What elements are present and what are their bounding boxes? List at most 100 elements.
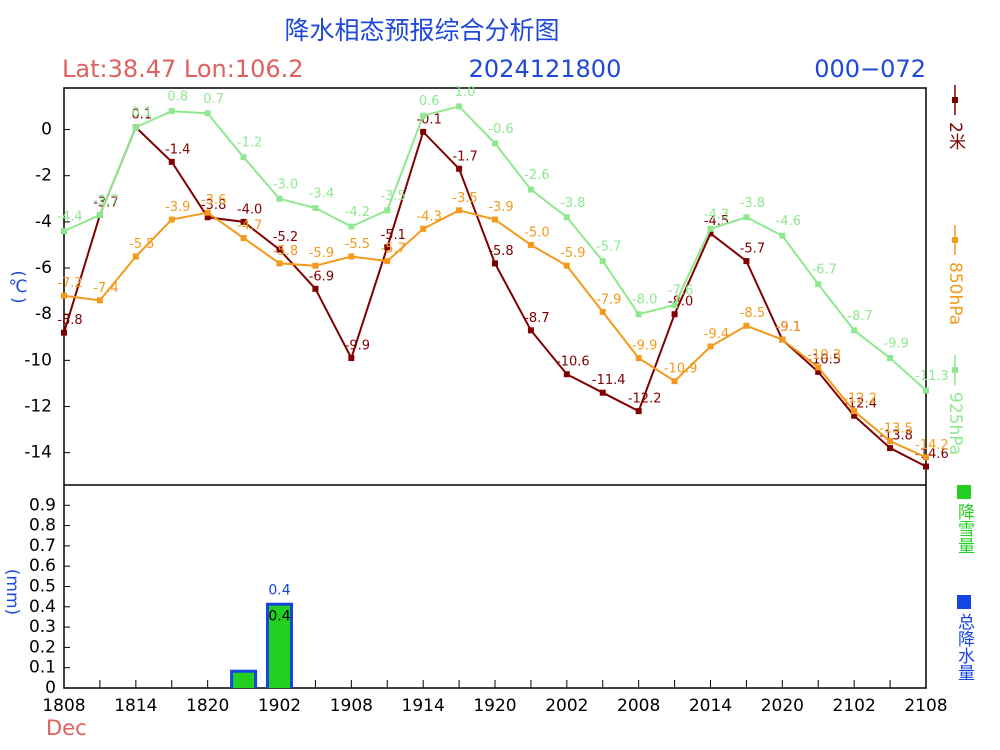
data-label: -5.2: [273, 230, 298, 245]
y-tick-label: 0.9: [29, 495, 56, 515]
data-label: -3.8: [201, 198, 226, 213]
data-label: -3.8: [560, 196, 585, 211]
point: [348, 223, 355, 230]
point: [635, 311, 642, 318]
x-tick-label: 1908: [330, 696, 373, 716]
legend-label: 降雪量: [954, 503, 975, 554]
point: [204, 214, 211, 221]
data-label: -8.7: [524, 311, 549, 326]
data-label: -9.9: [883, 337, 908, 352]
point: [815, 368, 822, 375]
data-label: -5.5: [345, 237, 370, 252]
data-label: -10.5: [807, 352, 841, 367]
point: [276, 195, 283, 202]
data-label: -4.2: [345, 205, 370, 220]
data-label: -6.7: [812, 263, 837, 278]
data-label: -5.9: [560, 246, 585, 261]
point: [168, 216, 175, 223]
data-label: -4.3: [416, 209, 441, 224]
point: [492, 140, 498, 147]
y-tick-label: 0.7: [29, 536, 56, 556]
series-line: [63, 125, 927, 468]
point: [923, 387, 929, 394]
point: [132, 253, 139, 260]
legend-marker: [952, 367, 958, 373]
point: [61, 329, 67, 336]
y-tick-label: 0.3: [29, 617, 56, 637]
bar: [269, 605, 290, 688]
point: [456, 207, 463, 214]
point: [743, 214, 750, 221]
point: [420, 225, 427, 232]
point: [815, 281, 822, 288]
point: [456, 103, 463, 110]
data-label: -11.4: [592, 373, 626, 388]
data-label: -2.6: [524, 168, 549, 183]
point: [492, 216, 498, 223]
point: [240, 235, 247, 242]
point: [312, 262, 319, 269]
legend-label: 850hPa: [945, 262, 965, 325]
data-label: 0.1: [131, 108, 152, 123]
x-tick-label: 2008: [617, 696, 660, 716]
data-label: -3.7: [93, 193, 118, 208]
legend-marker: [952, 237, 958, 243]
point: [707, 225, 714, 232]
point: [887, 438, 894, 445]
point: [312, 205, 319, 212]
point: [599, 308, 606, 315]
point: [923, 454, 929, 461]
legend-marker: [957, 485, 971, 499]
data-label: -9.1: [776, 320, 801, 335]
data-label: -3.5: [452, 191, 477, 206]
data-label: -0.6: [488, 122, 513, 137]
data-label: 0.4: [268, 583, 290, 599]
data-label: -11.3: [915, 369, 949, 384]
point: [168, 108, 175, 115]
y-tick-label: 0.8: [29, 516, 56, 536]
data-label: 0.4: [268, 609, 290, 625]
point: [312, 285, 319, 292]
data-label: -1.4: [165, 142, 190, 157]
data-label: -5.7: [381, 242, 406, 257]
data-label: -4.0: [237, 202, 262, 217]
y-tick-label: -2: [35, 166, 52, 186]
data-label: -13.5: [879, 422, 913, 437]
data-label: -4.6: [776, 214, 801, 229]
legend-label: 总降水量: [954, 613, 975, 681]
data-label: -4.4: [57, 210, 82, 225]
data-label: -9.1: [776, 320, 801, 335]
point: [204, 110, 211, 117]
point: [132, 124, 139, 131]
data-label: -3.9: [165, 200, 190, 215]
point: [851, 408, 858, 415]
data-label: -9.4: [704, 327, 729, 342]
y-tick-label: 0.5: [29, 577, 56, 597]
x-tick-label: 1814: [114, 696, 157, 716]
point: [671, 311, 678, 318]
y-tick-label: -12: [24, 397, 52, 417]
point: [420, 112, 427, 119]
x-tick-label: 2002: [545, 696, 588, 716]
point: [61, 228, 67, 235]
x-tick-label: 1914: [402, 696, 445, 716]
point: [563, 262, 570, 269]
point: [168, 158, 175, 165]
data-label: -5.1: [381, 228, 406, 243]
point: [851, 327, 858, 334]
y-tick-label: 0: [45, 678, 56, 698]
data-label: -12.2: [628, 392, 662, 407]
y-tick-label: 0.1: [29, 658, 56, 678]
point: [348, 253, 355, 260]
point: [527, 327, 534, 334]
data-label: -3.0: [273, 177, 298, 192]
x-axis-label: Dec: [46, 716, 87, 740]
x-tick-label: 1808: [42, 696, 85, 716]
data-label: -7.4: [93, 281, 118, 296]
data-label: 0.6: [419, 94, 440, 109]
y-tick-label: 0.6: [29, 556, 56, 576]
point: [887, 445, 894, 452]
point: [779, 336, 786, 343]
point: [563, 214, 570, 221]
data-label: -7.2: [57, 276, 82, 291]
